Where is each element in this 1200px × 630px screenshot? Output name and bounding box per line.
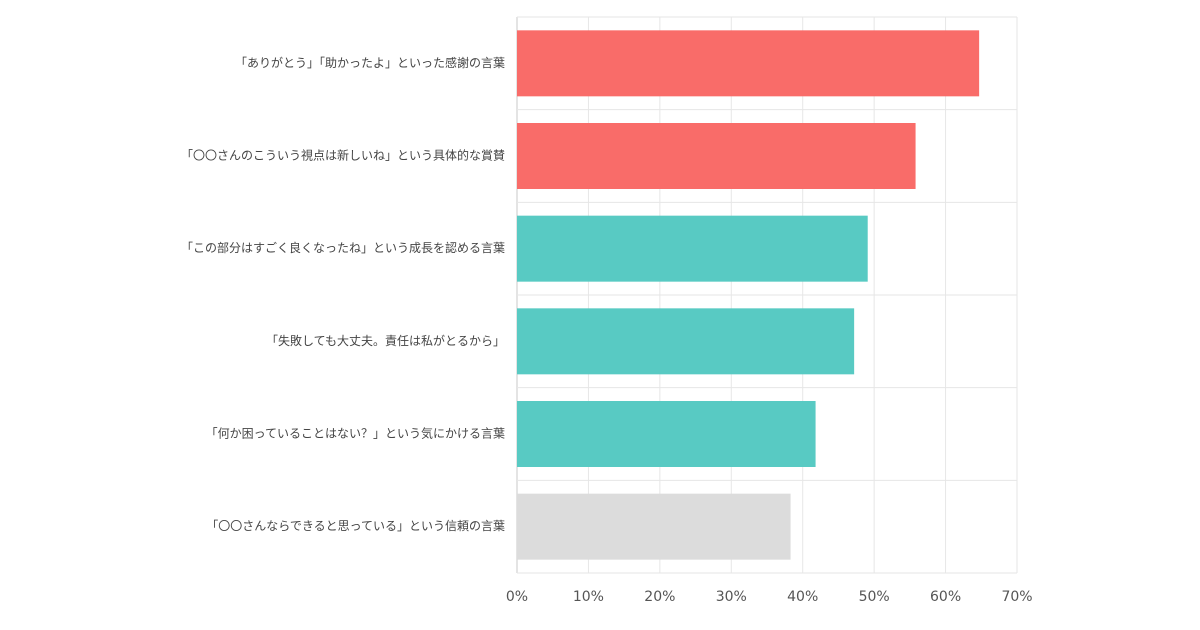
- category-label: 「失敗しても大丈夫。責任は私がとるから」: [266, 333, 505, 348]
- bar: [517, 123, 916, 189]
- category-label: 「この部分はすごく良くなったね」という成長を認める言葉: [181, 240, 505, 255]
- category-labels: 「ありがとう」「助かったよ」といった感謝の言葉「〇〇さんのこういう視点は新しいね…: [181, 55, 505, 533]
- grid: [516, 16, 1018, 574]
- x-tick-label: 0%: [506, 589, 528, 605]
- bar: [517, 308, 855, 375]
- x-tick-labels: 0% 10% 20% 30% 40% 50% 60% 70%: [506, 589, 1033, 605]
- category-label: 「〇〇さんならできると思っている」という信頼の言葉: [206, 519, 505, 533]
- category-label: 「〇〇さんのこういう視点は新しいね」という具体的な賞賛: [181, 148, 505, 163]
- x-tick-label: 50%: [859, 589, 890, 605]
- x-tick-label: 30%: [716, 589, 747, 605]
- bar: [517, 493, 791, 560]
- bar: [517, 401, 816, 467]
- category-label: 「何か困っていることはない？」という気にかける言葉: [206, 426, 505, 441]
- bar: [517, 30, 980, 97]
- bar: [517, 215, 868, 282]
- bars: [517, 30, 980, 560]
- x-tick-label: 40%: [787, 589, 818, 605]
- x-tick-label: 60%: [930, 589, 961, 605]
- x-tick-label: 20%: [644, 589, 675, 605]
- x-tick-label: 10%: [573, 589, 604, 605]
- category-label: 「ありがとう」「助かったよ」といった感謝の言葉: [235, 55, 505, 70]
- x-tick-label: 70%: [1001, 589, 1032, 605]
